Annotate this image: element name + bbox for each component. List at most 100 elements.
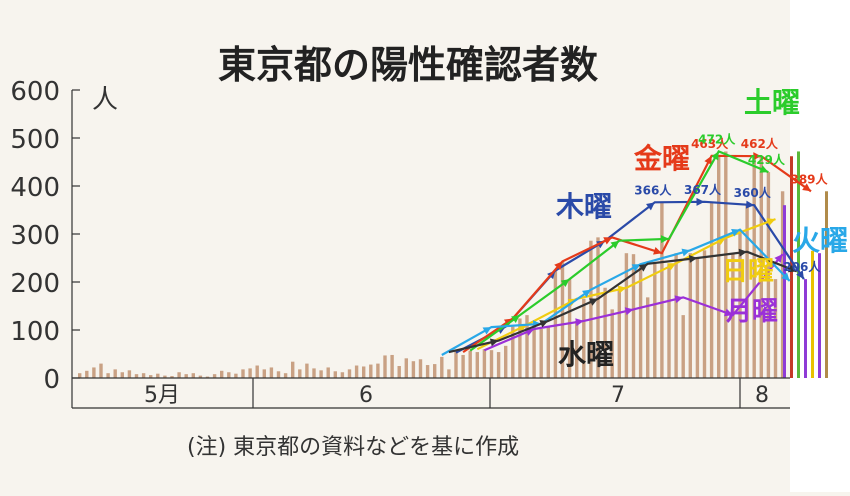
bar <box>369 364 373 378</box>
highlight-bar <box>783 205 786 378</box>
bar <box>525 315 529 378</box>
bar <box>276 371 281 378</box>
series-arrowhead <box>688 254 698 263</box>
bar <box>262 369 266 378</box>
bar <box>149 375 153 378</box>
series-arrowhead <box>653 246 662 255</box>
series-data-label: 472人 <box>698 131 736 146</box>
bar <box>695 258 700 378</box>
y-tick-label: 0 <box>43 365 60 395</box>
bar <box>489 350 494 378</box>
bar <box>113 369 117 378</box>
series-name-label: 金曜 <box>633 142 690 175</box>
series-name-label: 日曜 <box>722 257 774 287</box>
bar <box>646 297 650 378</box>
bar <box>766 172 771 378</box>
highlight-bar <box>804 279 807 378</box>
bar <box>212 374 217 378</box>
bar <box>681 315 685 378</box>
bar <box>759 156 763 378</box>
series-data-label: 389人 <box>790 171 828 186</box>
bar <box>120 372 124 378</box>
series-data-label: 463人 <box>691 136 729 151</box>
bar <box>269 367 274 378</box>
series-name-label: 月曜 <box>725 297 778 327</box>
bar <box>468 350 472 378</box>
bar <box>283 373 288 378</box>
series-arrowhead <box>610 240 620 249</box>
series-arrowhead <box>638 263 648 272</box>
series-line <box>448 250 798 354</box>
bar <box>773 279 778 378</box>
bar <box>227 372 231 378</box>
highlight-bar <box>825 191 828 378</box>
series-arrowhead <box>787 264 797 273</box>
x-month-label: 5月 <box>144 383 180 408</box>
series-line <box>441 228 791 356</box>
series-arrowhead <box>759 165 769 173</box>
bar <box>362 366 366 378</box>
y-axis-unit-label: 人 <box>92 85 118 115</box>
series-arrowhead <box>696 197 705 206</box>
series-arrowhead <box>482 327 492 335</box>
series-arrowhead <box>704 155 712 165</box>
bar <box>780 191 785 378</box>
series-line <box>469 150 769 352</box>
bar <box>397 366 401 378</box>
bar <box>305 363 309 378</box>
series-name-label: 木曜 <box>555 190 612 223</box>
bar <box>298 369 302 378</box>
bar <box>496 352 501 378</box>
bar <box>78 373 82 378</box>
bar <box>291 361 295 378</box>
bar <box>163 375 167 378</box>
bar <box>610 309 614 378</box>
series-data-label: 366人 <box>634 182 672 197</box>
series-arrowhead <box>518 324 527 332</box>
bar <box>248 368 252 378</box>
bar <box>418 359 423 378</box>
bar <box>92 367 96 378</box>
bar <box>326 367 330 378</box>
bar <box>560 261 565 378</box>
bar <box>241 369 245 378</box>
bar <box>717 155 721 378</box>
highlight-bar <box>818 253 821 378</box>
series-arrowhead <box>774 254 783 263</box>
bar <box>532 324 536 378</box>
bar <box>440 356 444 378</box>
bar <box>156 373 160 378</box>
bar <box>390 354 394 378</box>
x-month-label: 7 <box>611 383 625 408</box>
bar <box>333 371 337 378</box>
bar <box>738 229 742 378</box>
series-data-label: 462人 <box>741 136 779 151</box>
bar <box>553 270 558 378</box>
series-arrowhead <box>646 202 655 211</box>
highlight-bar <box>797 151 800 378</box>
series-arrowhead <box>802 183 811 192</box>
bar <box>674 253 678 378</box>
series-arrowhead <box>731 229 740 237</box>
series-arrowhead <box>624 307 634 316</box>
series-arrowhead <box>511 315 520 324</box>
bar <box>461 354 465 378</box>
bar <box>312 368 316 378</box>
bar <box>354 365 359 378</box>
bar <box>724 151 728 378</box>
series-arrowhead <box>539 320 549 328</box>
series-line <box>483 253 784 352</box>
bar <box>447 369 451 378</box>
y-tick-label: 400 <box>10 173 60 203</box>
bar <box>177 372 181 378</box>
bar <box>184 374 188 378</box>
bar <box>582 298 586 378</box>
series-arrowhead <box>674 295 684 304</box>
bar <box>603 287 607 378</box>
series-arrowhead <box>631 264 641 272</box>
bar <box>511 326 515 378</box>
series-arrowhead <box>753 152 762 161</box>
axis-layer: 0 100 200 300 400 500 600 5月 6 7 8 <box>10 77 790 409</box>
bar <box>475 352 479 378</box>
series-arrowhead <box>575 318 584 327</box>
